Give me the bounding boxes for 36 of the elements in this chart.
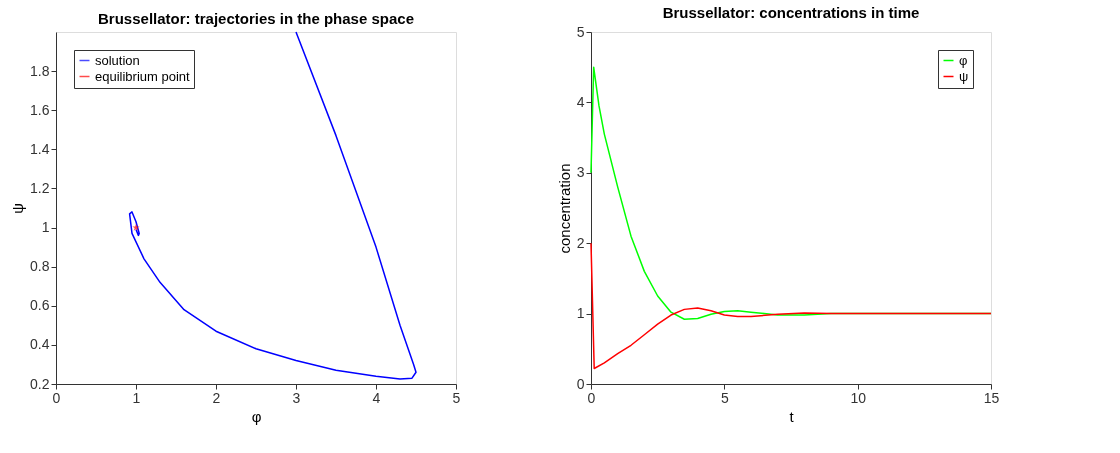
y-tick-label: 0 [576,375,585,392]
y-axis-title: ψ [9,203,27,214]
x-tick-label: 2 [212,389,221,406]
chart-title: Brussellator: concentrations in time [662,4,920,21]
y-tick-label: 0.8 [30,258,50,275]
y-axis-title: concentration [555,163,573,254]
x-axis-title: t [789,407,795,425]
y-tick-label: 1.2 [30,179,50,196]
y-tick-label: 2 [576,234,585,251]
line-series [590,242,992,370]
legend-label: solution [95,52,140,68]
y-tick-label: 0.6 [30,297,50,314]
y-tick-label: 0.2 [30,375,50,392]
legend-label: φ [959,52,968,68]
y-tick-label: 1.8 [30,62,50,79]
legend-label: equilibrium point [95,68,191,84]
x-tick-label: 0 [587,389,596,406]
x-tick-label: 5 [452,389,461,406]
y-tick-label: 1 [576,305,585,322]
x-tick-label: 10 [850,389,867,406]
x-axis-title: φ [251,407,262,425]
x-tick-label: 5 [720,389,729,406]
y-tick-label: 5 [576,23,585,40]
x-tick-label: 3 [292,389,301,406]
x-tick-label: 15 [983,389,1000,406]
x-tick-label: 0 [52,389,61,406]
y-tick-label: 1.6 [30,101,50,118]
y-tick-label: 3 [576,164,585,181]
y-tick-label: 1 [41,219,50,236]
y-tick-label: 1.4 [30,140,50,157]
x-tick-label: 1 [132,389,141,406]
y-tick-label: 0.4 [30,336,50,353]
chart-title: Brussellator: trajectories in the phase space [98,10,414,28]
x-tick-label: 4 [372,389,381,406]
legend-label: ψ [959,68,969,84]
y-tick-label: 4 [576,93,585,110]
